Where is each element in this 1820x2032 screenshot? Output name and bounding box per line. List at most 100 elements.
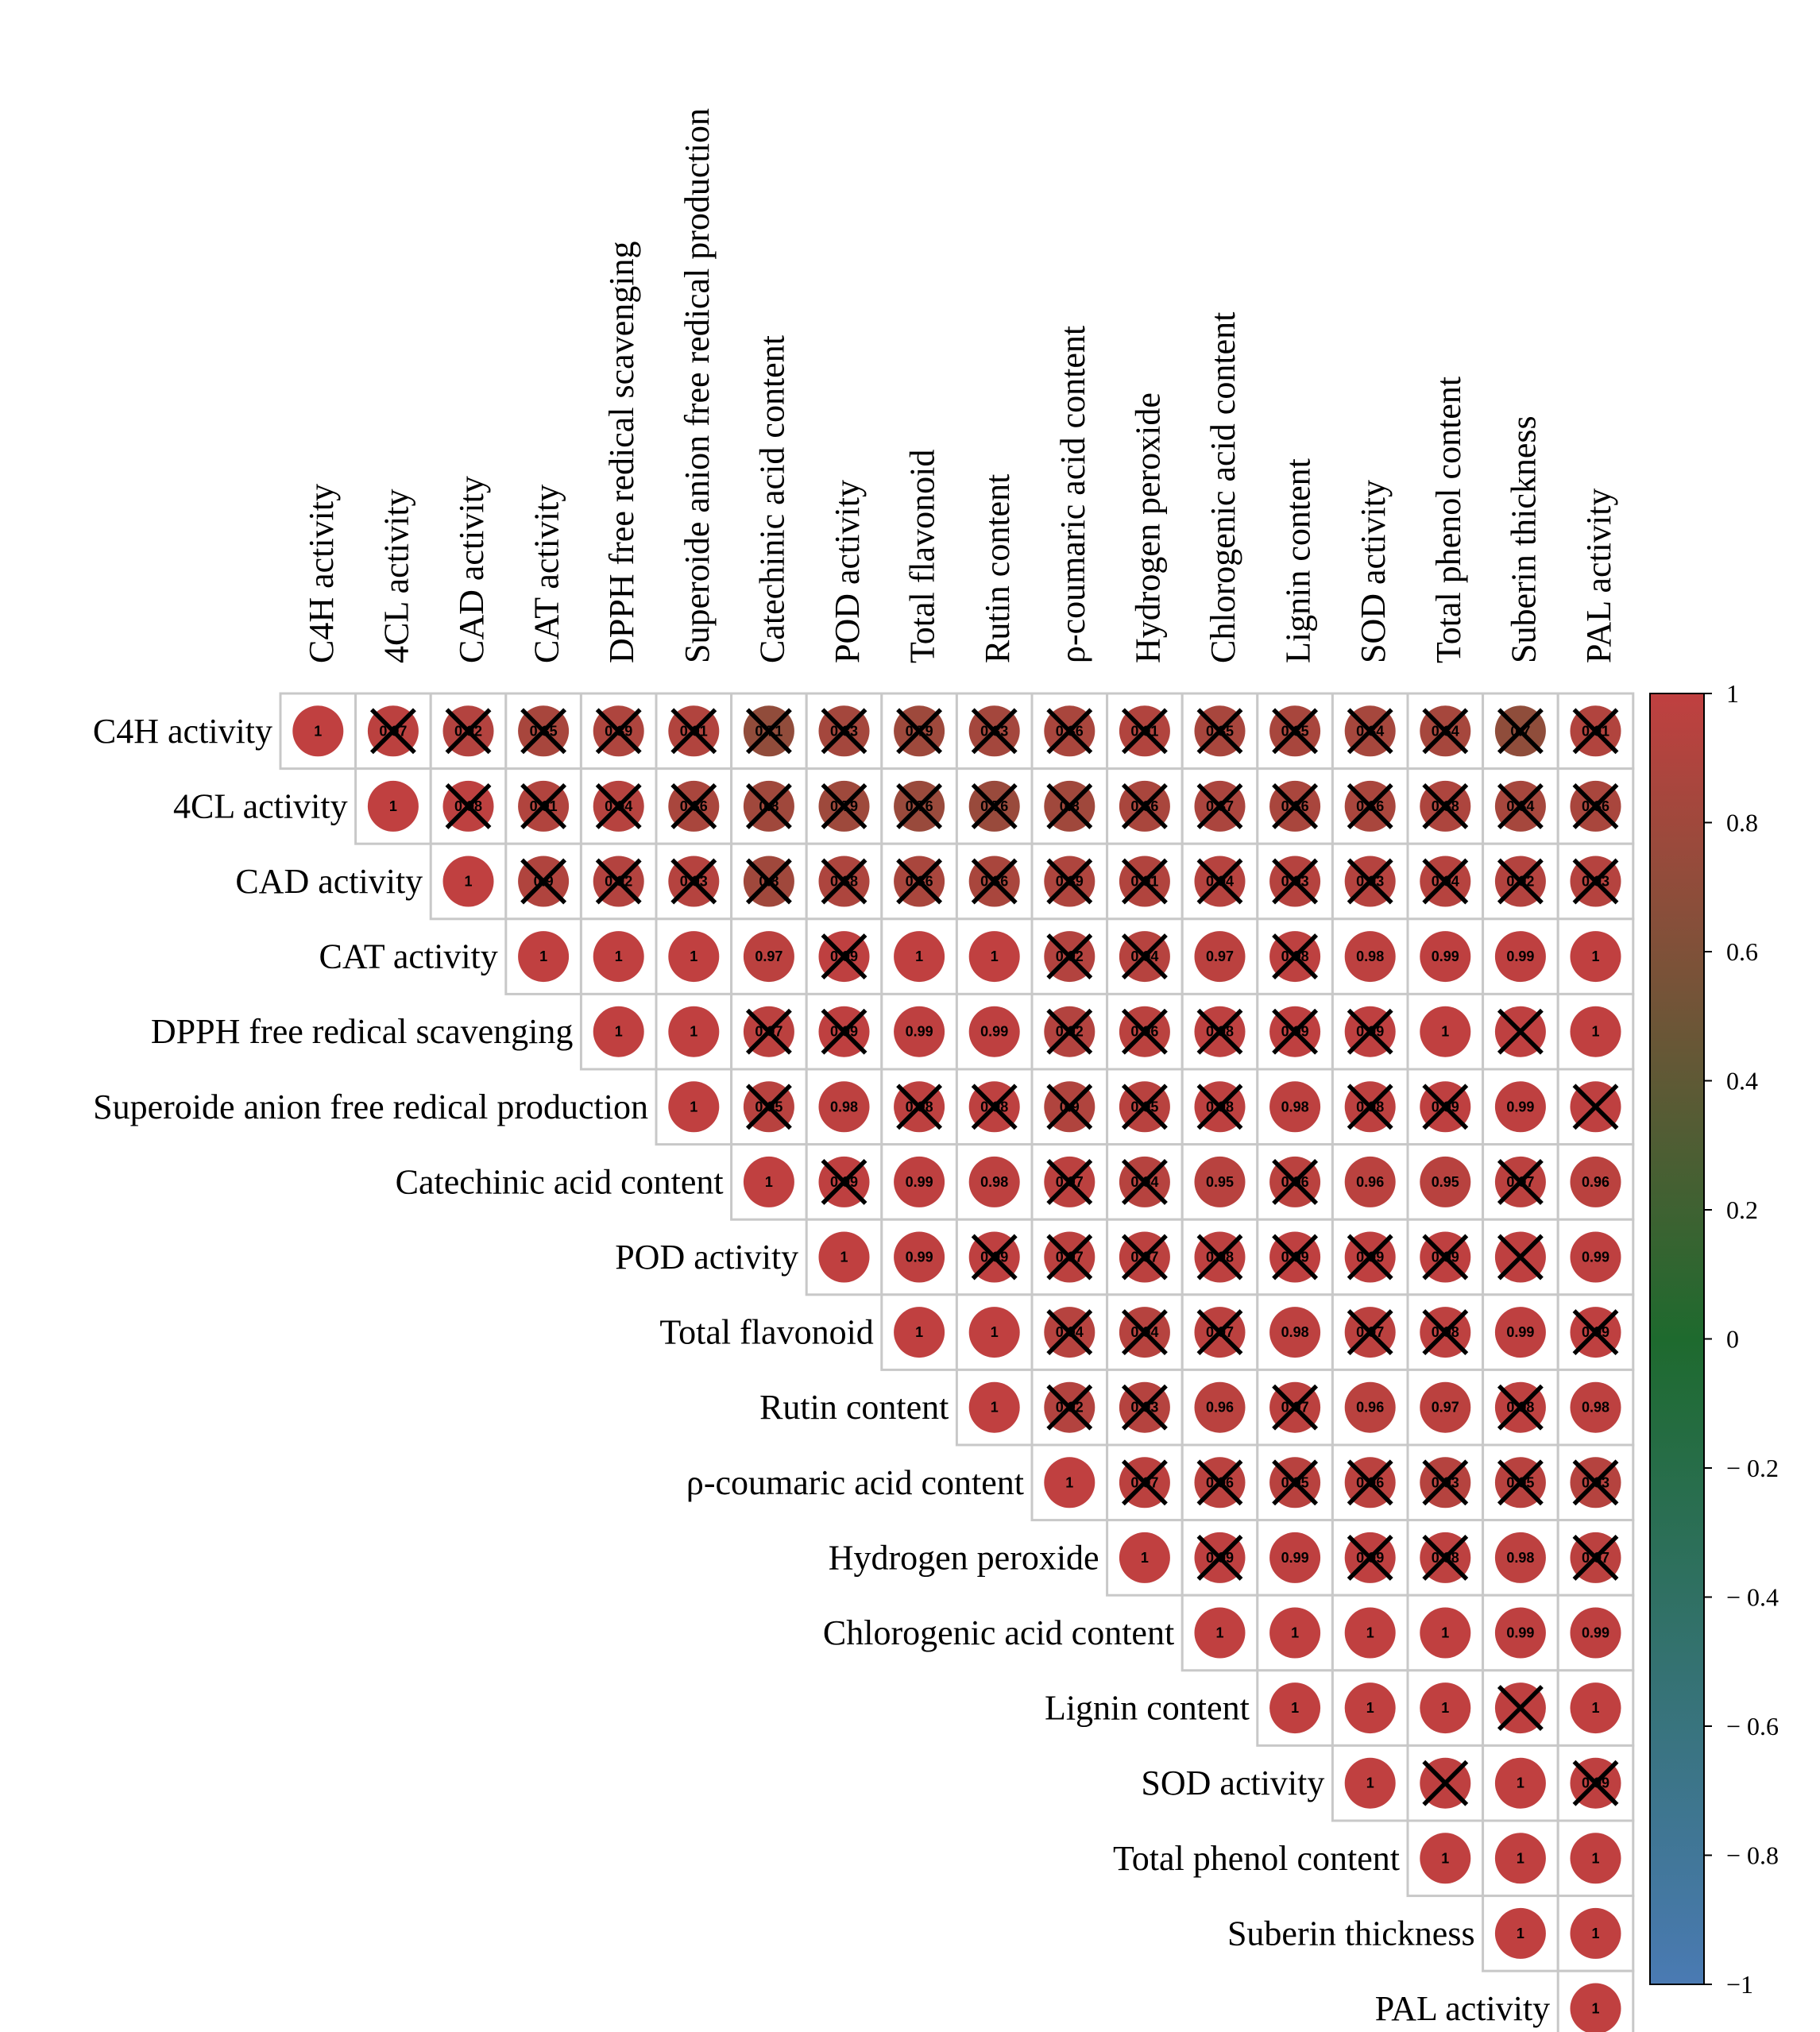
colorbar-tick-label: 0.2 <box>1726 1196 1758 1224</box>
cell: 0.79 <box>805 767 883 845</box>
cell: 0.84 <box>1406 692 1485 771</box>
cell: 0.95 <box>1406 1143 1485 1221</box>
cell: 1 <box>1180 1594 1259 1672</box>
cell: 0.98 <box>1180 1218 1259 1296</box>
correlation-dot <box>1269 1682 1321 1734</box>
cell: 1 <box>1256 1594 1334 1672</box>
cell: 0.92 <box>1482 842 1559 921</box>
insignificant-cross-mark <box>1347 1534 1393 1581</box>
correlation-value-label: 1 <box>1591 2001 1599 2017</box>
cell: 1 <box>1106 1519 1184 1597</box>
row-label: Catechinic acid content <box>396 1162 724 1201</box>
insignificant-cross-mark <box>1121 858 1168 905</box>
cell: 0.93 <box>1556 842 1635 921</box>
correlation-value-label: 1 <box>1215 1625 1223 1641</box>
column-label: Superoide anion free redical production <box>678 108 717 663</box>
cell: 0.84 <box>1331 692 1409 771</box>
correlation-value-label: 1 <box>1141 1550 1149 1566</box>
row-label: PAL activity <box>1375 1989 1550 2028</box>
cell: 0.86 <box>655 767 733 845</box>
correlation-value-label: 0.98 <box>1506 1550 1534 1566</box>
colorbar-tick-label: 0.8 <box>1726 809 1758 837</box>
cell: 0.99 <box>955 1218 1034 1296</box>
colorbar-tick-label: − 0.8 <box>1726 1841 1779 1870</box>
insignificant-cross-mark <box>1422 1534 1469 1581</box>
cell: 1 <box>1556 917 1635 995</box>
correlation-value-label: 0.98 <box>1582 1400 1609 1416</box>
row-label: SOD activity <box>1141 1764 1324 1802</box>
colorbar-tick-label: −1 <box>1726 1970 1753 1999</box>
insignificant-cross-mark <box>1196 1534 1243 1581</box>
cell: 0.86 <box>955 842 1034 921</box>
cell: 0.97 <box>1180 1293 1259 1371</box>
cell: 1 <box>1556 1895 1635 1972</box>
insignificant-cross-mark <box>745 1008 792 1055</box>
cell <box>1482 1669 1559 1747</box>
cell <box>1482 1218 1559 1296</box>
row-label: Chlorogenic acid content <box>823 1613 1174 1652</box>
insignificant-cross-mark <box>1347 1234 1393 1281</box>
correlation-value-label: 1 <box>1291 1700 1299 1716</box>
cell: 0.98 <box>1331 917 1409 995</box>
cell: 0.98 <box>1180 1068 1259 1146</box>
insignificant-cross-mark <box>1196 782 1243 829</box>
cell: 0.94 <box>1106 917 1184 995</box>
correlation-value-label: 1 <box>1591 1700 1599 1716</box>
correlation-value-label: 0.99 <box>1506 1625 1534 1641</box>
cell: 0.99 <box>1256 1218 1334 1296</box>
insignificant-cross-mark <box>1497 1459 1544 1506</box>
cell: 0.8 <box>730 767 808 845</box>
insignificant-cross-mark <box>1196 708 1243 755</box>
row-label: POD activity <box>615 1238 798 1277</box>
correlation-value-label: 0.97 <box>1206 948 1234 964</box>
cell: 1 <box>1406 992 1485 1071</box>
insignificant-cross-mark <box>1272 933 1319 980</box>
insignificant-cross-mark <box>1046 858 1093 905</box>
cell: 0.88 <box>805 842 883 921</box>
correlation-dot <box>292 705 344 757</box>
cell: 0.98 <box>805 1068 883 1146</box>
cell: 0.86 <box>1030 692 1109 771</box>
correlation-dot <box>1194 1156 1246 1207</box>
cell: 0.9 <box>1030 1068 1109 1146</box>
correlation-value-label: 1 <box>1441 1024 1449 1040</box>
insignificant-cross-mark <box>1121 1084 1168 1130</box>
correlation-dot <box>1420 931 1471 983</box>
correlation-dot <box>968 1006 1020 1057</box>
insignificant-cross-mark <box>1196 1459 1243 1506</box>
cell: 0.99 <box>1180 1519 1259 1597</box>
column-label: Total flavonoid <box>903 450 942 663</box>
cell: 0.99 <box>805 992 883 1071</box>
cell: 1 <box>1556 1969 1635 2032</box>
correlation-value-label: 0.95 <box>1432 1174 1459 1190</box>
cell: 1 <box>655 992 733 1071</box>
cell: 0.98 <box>1406 1293 1485 1371</box>
correlation-dot <box>1570 1156 1621 1207</box>
insignificant-cross-mark <box>1572 1760 1619 1806</box>
cell: 0.76 <box>880 767 958 845</box>
correlation-dot <box>743 1156 794 1207</box>
cell: 0.7 <box>1482 692 1559 771</box>
correlation-dot <box>1494 1307 1546 1358</box>
insignificant-cross-mark <box>1422 1084 1469 1130</box>
cell: 0.96 <box>1106 992 1184 1071</box>
row-label: Hydrogen peroxide <box>829 1538 1099 1577</box>
cell: 0.99 <box>1256 992 1334 1071</box>
insignificant-cross-mark <box>1572 1084 1619 1130</box>
cell: 0.99 <box>805 1143 883 1221</box>
insignificant-cross-mark <box>745 708 792 755</box>
cell: 0.85 <box>504 692 582 771</box>
correlation-dot <box>968 1381 1020 1433</box>
cell: 1 <box>579 992 658 1071</box>
cell: 0.97 <box>1106 1443 1184 1522</box>
correlation-value-label: 1 <box>840 1250 848 1265</box>
correlation-dot <box>1420 1381 1471 1433</box>
insignificant-cross-mark <box>1121 1309 1168 1356</box>
cell: 0.95 <box>1106 1068 1184 1146</box>
colorbar: 1 0.8 0.6 0.4 0.2 0 − 0.2 − 0.4 − 0.6 − 0.8 −1 <box>1649 679 1779 1999</box>
correlation-dot <box>1494 1907 1546 1959</box>
correlation-value-label: 0.98 <box>980 1174 1008 1190</box>
column-label: POD activity <box>828 480 867 663</box>
correlation-value-label: 0.99 <box>1281 1550 1309 1566</box>
row-label: ρ-coumaric acid content <box>686 1463 1024 1502</box>
